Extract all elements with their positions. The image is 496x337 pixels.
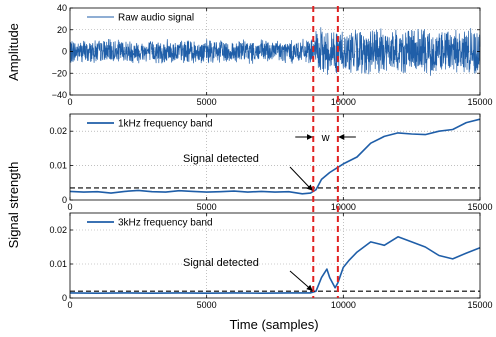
y-tick-label: 0 — [62, 47, 67, 57]
x-tick-label: 0 — [67, 300, 72, 310]
x-tick-label: 0 — [67, 202, 72, 212]
y-tick-label: −20 — [52, 68, 67, 78]
x-tick-label: 0 — [67, 97, 72, 107]
legend-label: 3kHz frequency band — [118, 218, 213, 229]
y-tick-label: 0 — [62, 293, 67, 303]
x-tick-label: 5000 — [197, 97, 217, 107]
x-tick-label: 15000 — [467, 300, 492, 310]
y-tick-label: 0.01 — [49, 161, 67, 171]
y-axis-label-signal-strength: Signal strength — [6, 162, 21, 249]
x-tick-label: 10000 — [331, 202, 356, 212]
annotation-arrow-1 — [289, 166, 313, 191]
x-axis-label: Time (samples) — [229, 317, 318, 332]
plot-frame — [69, 113, 481, 201]
y-axis-label-amplitude: Amplitude — [6, 23, 21, 81]
y-tick-label: 0.02 — [49, 126, 67, 136]
overlay: w Signal detected Signal detected — [183, 6, 356, 298]
plot-frame — [69, 212, 481, 299]
legend-label: Raw audio signal — [118, 13, 194, 24]
x-tick-label: 15000 — [467, 202, 492, 212]
annotation-signal-detected-2: Signal detected — [183, 257, 259, 269]
x-tick-label: 10000 — [331, 97, 356, 107]
y-tick-label: 0 — [62, 195, 67, 205]
x-tick-label: 10000 — [331, 300, 356, 310]
legend-label: 1kHz frequency band — [118, 119, 213, 130]
x-tick-label: 5000 — [197, 202, 217, 212]
window-label: w — [321, 132, 330, 144]
y-tick-label: −40 — [52, 90, 67, 100]
y-tick-label: 0.01 — [49, 259, 67, 269]
panel-3khz-band: 0 5000 10000 15000 0 0.01 0.02 3kHz frequency b… — [49, 212, 493, 310]
x-tick-label: 15000 — [467, 97, 492, 107]
y-tick-label: 20 — [57, 25, 67, 35]
series-line-raw-audio — [69, 27, 481, 76]
annotation-arrow-2 — [289, 270, 313, 291]
x-tick-label: 5000 — [197, 300, 217, 310]
annotation-signal-detected-1: Signal detected — [183, 153, 259, 165]
y-tick-label: 40 — [57, 3, 67, 13]
y-tick-label: 0.02 — [49, 225, 67, 235]
panel-1khz-band: 0 5000 10000 15000 0 0.01 0.02 1kHz frequency b… — [49, 113, 493, 212]
series-line-3khz — [69, 236, 481, 294]
series-line-1khz — [69, 118, 481, 195]
panel-raw-audio: 0 5000 10000 15000 −40 −20 0 20 40 Raw audio sign… — [52, 3, 493, 107]
